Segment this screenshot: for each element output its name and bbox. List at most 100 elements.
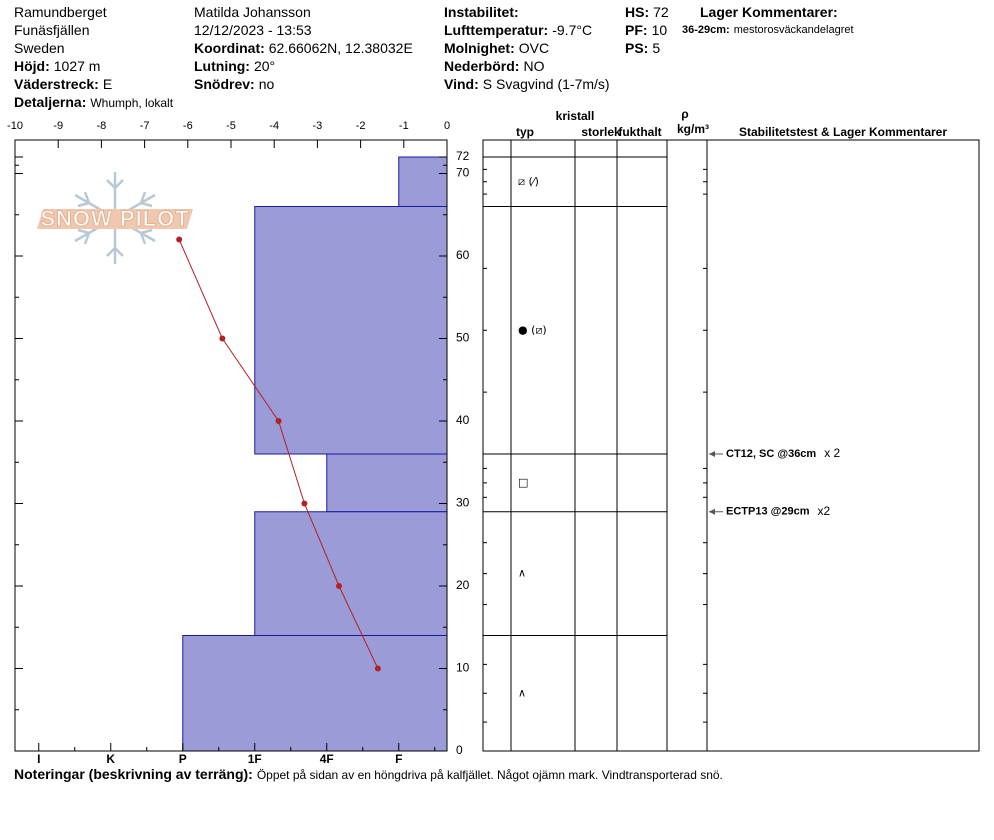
table-header: typ [516,125,534,139]
header-value: no [258,76,275,92]
header-text: 12/12/2023 - 13:53 [194,22,312,38]
header-label: Nederbörd: [444,58,520,74]
y-tick-label: 70 [456,166,470,180]
header-row: Väderstreck: E [14,75,112,93]
header-row: 12/12/2023 - 13:53 [194,21,312,39]
header-label: PF: [625,22,648,38]
y-tick-label: 60 [456,248,470,262]
header-value: 1027 m [53,58,101,74]
header-label: Lutning: [194,58,250,74]
y-tick-label: 50 [456,331,470,345]
hardness-bar [398,156,448,207]
header-row: Koordinat: 62.66062N, 12.38032E [194,39,413,57]
header-row: Lufttemperatur: -9.7°C [444,21,592,39]
header-row: Lager Kommentarer: [700,3,842,21]
x-tick-label: -2 [356,120,366,132]
header-value: Whumph, lokalt [90,96,174,110]
header-text: Funäsfjällen [14,22,90,38]
header-value: 20° [253,58,276,74]
header-label: Lufttemperatur: [444,22,549,38]
x-tick-label: 0 [444,120,450,132]
header-row: Lutning: 20° [194,57,275,75]
header-value: NO [523,58,545,74]
y-tick-label: 30 [456,496,470,510]
grain-type: ∧ [518,686,526,699]
table-header: kristall [556,109,595,123]
temperature-point [176,236,183,243]
header-label: Detaljerna: [14,94,87,110]
x-tick-label: -8 [97,120,107,132]
header-label: Höjd: [14,58,50,74]
table-header: ρ [681,107,688,121]
grain-type: ● (⧄) [518,323,547,336]
header-text: Ramundberget [14,4,107,20]
y-tick-label: 40 [456,413,470,427]
hardness-bar [254,511,448,636]
header-value: -9.7°C [552,22,593,38]
hardness-tick-label: K [106,752,115,766]
x-tick-label: -3 [313,120,323,132]
header-text: Matilda Johansson [194,4,311,20]
temperature-point [336,583,342,589]
hardness-bar [254,206,448,455]
header-row: Molnighet: OVC [444,39,549,57]
logo: SNOW PILOT [37,172,193,264]
header-label: PS: [625,40,649,56]
header-text: Sweden [14,40,65,56]
stability-test: CT12, SC @36cm [726,448,816,460]
header-label: Väderstreck: [14,76,99,92]
header-value: mestorosväckandelagret [733,24,854,36]
header-row: PF: 10 [625,21,667,39]
header-row: Ramundberget [14,3,107,21]
hardness-tick-label: F [395,752,402,766]
footer: Noteringar (beskrivning av terräng): Öppe… [14,766,723,784]
temperature-point [219,335,226,342]
footer-label: Noteringar (beskrivning av terräng): [14,766,253,782]
header-row: Snödrev: no [194,75,274,93]
header-row: Funäsfjällen [14,21,90,39]
stability-count: x2 [818,504,831,518]
temperature-line [178,239,379,669]
x-tick-label: -10 [7,120,23,132]
header-row: Matilda Johansson [194,3,311,21]
y-tick-label: 10 [456,661,470,675]
header-row: Instabilitet: [444,3,523,21]
y-tick-label: 72 [456,149,470,163]
x-tick-label: -1 [399,120,409,132]
x-tick-label: -6 [183,120,193,132]
hardness-bar [326,453,448,513]
hardness-tick-label: 4F [320,752,334,766]
hardness-tick-label: P [179,752,187,766]
header-value: 62.66062N, 12.38032E [268,40,413,56]
header-label: Lager Kommentarer: [700,4,838,20]
header-value: E [102,76,113,92]
table-frame [482,139,980,752]
header-value: 10 [651,22,668,38]
footer-text: Öppet på sidan av en höngdriva på kalfjä… [256,768,723,782]
header-label: Vind: [444,76,479,92]
x-tick-label: -4 [269,120,279,132]
header-label: Molnighet: [444,40,515,56]
table-header: storlek [581,125,621,139]
arrow-head [709,451,715,457]
x-tick-label: -9 [53,120,63,132]
stability-test: ECTP13 @29cm [726,506,810,518]
y-tick-label: 0 [456,743,463,757]
temperature-point [275,418,282,424]
grain-type: □ [518,476,528,489]
header-row: Höjd: 1027 m [14,57,100,75]
stability-count: x 2 [824,446,840,460]
header-label: 36-29cm: [682,24,730,36]
header-value: 72 [653,4,669,20]
header-row: PS: 5 [625,39,660,57]
x-tick-label: -5 [226,120,236,132]
header-label: Koordinat: [194,40,265,56]
header-label: Snödrev: [194,76,255,92]
header-label: Instabilitet: [444,4,519,20]
header-row: HS: 72 [625,3,669,21]
table-header: kg/m³ [677,122,709,136]
header-row: Detaljerna: Whumph, lokalt [14,93,173,112]
header-row: Vind: S Svagvind (1-7m/s) [444,75,610,93]
